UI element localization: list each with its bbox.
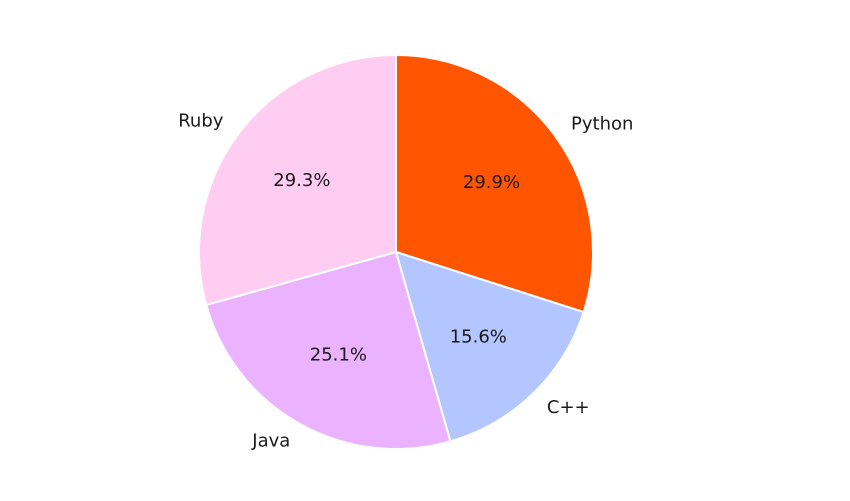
labels-layer: Python 29.9% C++ 15.6% Java 25.1% Ruby 29.3% [178,110,633,451]
slice-label-cpp: C++ [547,397,590,418]
slice-pct-ruby: 29.3% [273,170,330,191]
slice-label-java: Java [251,431,290,452]
slice-cpp [395,251,585,443]
slice-python [395,54,594,314]
slice-pct-cpp: 15.6% [450,326,507,347]
slice-label-python: Python [571,114,633,135]
slice-ruby [198,54,397,306]
slice-pct-python: 29.9% [463,172,520,193]
slice-java [205,251,452,450]
slice-label-ruby: Ruby [178,110,224,131]
slice-pct-java: 25.1% [310,345,367,366]
slices-layer [198,54,594,450]
